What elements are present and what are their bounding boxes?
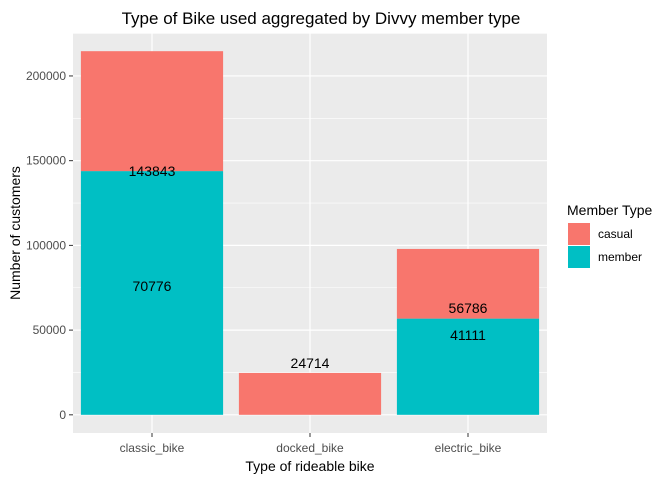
legend-entries: casual member <box>568 223 642 268</box>
y-tick-label: 200000 <box>26 69 66 83</box>
y-axis: 0 50000 100000 150000 200000 <box>26 69 73 422</box>
legend-key-member <box>568 246 590 268</box>
bar-electric_bike-casual <box>396 248 540 319</box>
x-axis-title: Type of rideable bike <box>245 458 374 474</box>
bar-classic_bike-casual <box>80 51 224 172</box>
data-labels: 143843 70776 24714 56786 41111 <box>129 163 488 371</box>
y-axis-title: Number of customers <box>7 166 23 300</box>
y-tick-label: 100000 <box>26 238 66 252</box>
chart-title: Type of Bike used aggregated by Divvy me… <box>122 9 521 28</box>
data-label-electric_bike: 41111 <box>450 327 486 343</box>
y-tick-label: 0 <box>59 408 66 422</box>
bar-classic_bike-member <box>80 171 224 415</box>
bars <box>80 51 540 415</box>
data-label-docked_bike: 24714 <box>291 355 330 371</box>
bar-electric_bike-member <box>396 318 540 415</box>
data-label-classic_bike: 143843 <box>129 163 176 179</box>
x-tick-label-docked_bike: docked_bike <box>276 441 344 455</box>
legend-label-member: member <box>598 250 642 264</box>
bar-docked_bike-casual <box>238 372 382 415</box>
y-tick-label: 50000 <box>33 323 67 337</box>
x-tick-label-electric_bike: electric_bike <box>435 441 502 455</box>
legend-title: Member Type <box>567 202 653 218</box>
data-label-electric_bike: 56786 <box>449 300 488 316</box>
legend-key-casual <box>568 223 590 245</box>
legend: Member Type casual member <box>567 202 653 268</box>
data-label-classic_bike: 70776 <box>133 278 172 294</box>
x-tick-label-classic_bike: classic_bike <box>120 441 185 455</box>
x-axis: classic_bike docked_bike electric_bike <box>120 433 502 455</box>
legend-label-casual: casual <box>598 227 633 241</box>
y-tick-label: 150000 <box>26 154 66 168</box>
